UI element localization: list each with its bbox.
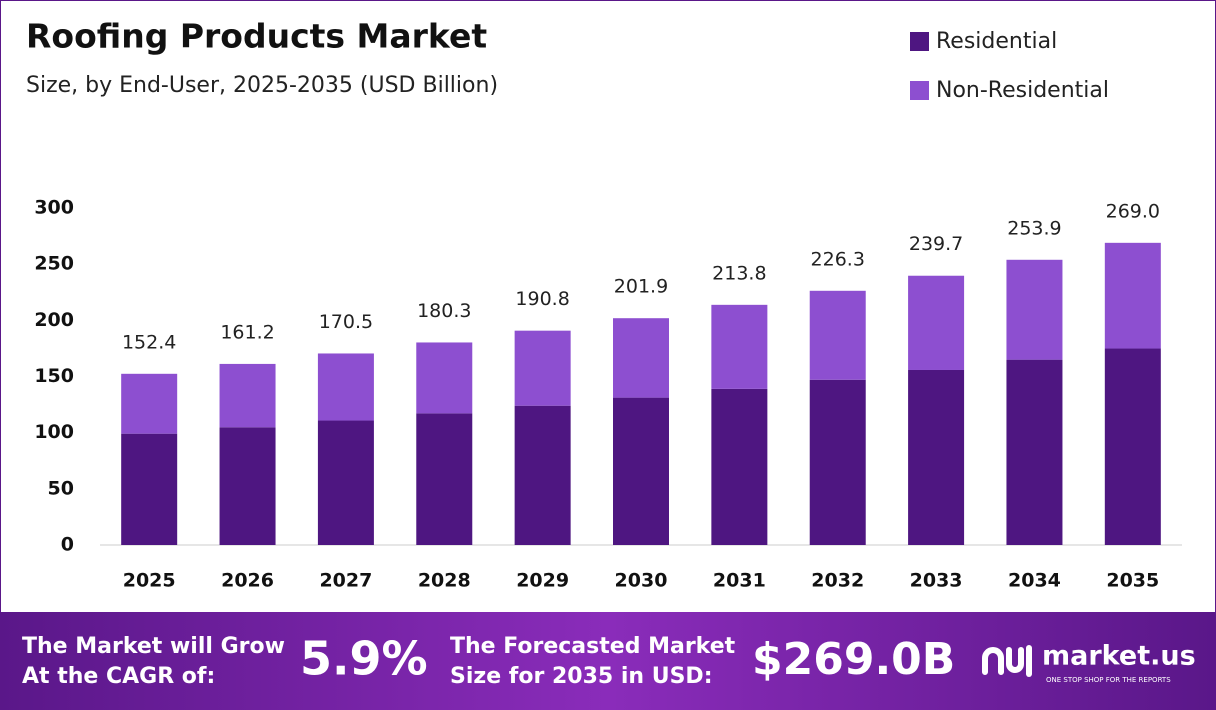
- total-label: 190.8: [515, 288, 569, 310]
- cagr-text: At the CAGR of:: [22, 664, 215, 689]
- bar-segment: [514, 330, 571, 406]
- x-tick-label: 2027: [319, 570, 372, 592]
- total-label: 226.3: [811, 248, 865, 270]
- bar-segment: [514, 405, 571, 545]
- y-tick-label: 100: [34, 421, 74, 443]
- footer-banner: [0, 612, 1216, 710]
- bar-segment: [219, 427, 276, 545]
- bar-segment: [416, 413, 473, 545]
- total-label: 170.5: [319, 311, 373, 333]
- bar-segment: [613, 397, 669, 545]
- x-tick-label: 2029: [516, 570, 569, 592]
- y-tick-label: 0: [61, 534, 74, 556]
- bar-segment: [1104, 242, 1161, 349]
- bar-segment: [317, 420, 374, 545]
- total-label: 201.9: [614, 276, 668, 298]
- total-label: 180.3: [417, 300, 471, 322]
- x-tick-label: 2030: [615, 570, 668, 592]
- forecast-text: The Forecasted Market: [450, 634, 736, 659]
- bar-segment: [711, 388, 768, 545]
- x-tick-label: 2035: [1106, 570, 1159, 592]
- x-tick-label: 2033: [910, 570, 963, 592]
- x-tick-label: 2025: [123, 570, 176, 592]
- legend-swatch: [910, 32, 929, 51]
- total-label: 239.7: [909, 233, 963, 255]
- brand-tagline: ONE STOP SHOP FOR THE REPORTS: [1046, 676, 1171, 684]
- cagr-value: 5.9%: [300, 632, 428, 686]
- chart-title: Roofing Products Market: [26, 17, 487, 56]
- forecast-text: Size for 2035 in USD:: [450, 664, 713, 689]
- y-tick-label: 250: [34, 253, 74, 275]
- bar-segment: [908, 275, 965, 370]
- total-label: 152.4: [122, 331, 176, 353]
- legend-label: Non-Residential: [936, 78, 1109, 103]
- y-tick-label: 200: [34, 309, 74, 331]
- bar-segment: [809, 290, 866, 380]
- x-tick-label: 2034: [1008, 570, 1061, 592]
- bar-segment: [711, 304, 768, 389]
- y-tick-label: 50: [48, 477, 74, 499]
- legend-label: Residential: [936, 29, 1057, 54]
- cagr-text: The Market will Grow: [22, 634, 285, 659]
- bar-segment: [1006, 359, 1063, 545]
- legend-swatch: [910, 81, 929, 100]
- brand-logo: [982, 645, 1032, 677]
- bar-segment: [1006, 259, 1063, 360]
- bar-segment: [809, 379, 866, 545]
- bar-segment: [121, 373, 178, 434]
- bar-segment: [613, 318, 669, 398]
- chart-subtitle: Size, by End-User, 2025-2035 (USD Billio…: [26, 73, 498, 98]
- bar-segment: [219, 363, 276, 428]
- forecast-value: $269.0B: [752, 634, 955, 685]
- total-label: 213.8: [712, 262, 766, 284]
- x-tick-label: 2032: [811, 570, 864, 592]
- y-tick-label: 150: [34, 365, 74, 387]
- bar-segment: [416, 342, 473, 414]
- total-label: 269.0: [1106, 200, 1160, 222]
- bar-segment: [908, 369, 965, 545]
- bar-segment: [1104, 348, 1161, 545]
- total-label: 253.9: [1007, 217, 1061, 239]
- total-label: 161.2: [220, 321, 274, 343]
- x-tick-label: 2031: [713, 570, 766, 592]
- x-tick-label: 2026: [221, 570, 274, 592]
- bar-segment: [317, 353, 374, 421]
- bar-segment: [121, 433, 178, 545]
- x-tick-label: 2028: [418, 570, 471, 592]
- brand-name: market.us: [1042, 641, 1196, 672]
- y-tick-label: 300: [34, 197, 74, 219]
